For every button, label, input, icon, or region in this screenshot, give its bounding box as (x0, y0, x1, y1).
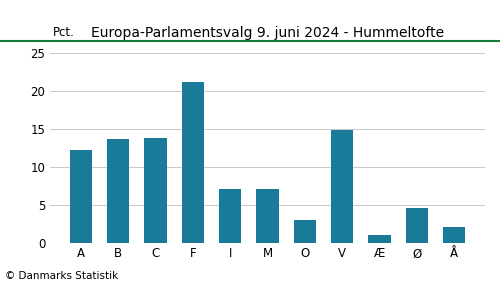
Bar (107, 138, 130, 243)
Bar (256, 189, 278, 243)
Bar (182, 81, 204, 243)
Bar (219, 189, 242, 243)
Bar (144, 138, 167, 243)
Bar (406, 208, 428, 243)
Bar (294, 220, 316, 243)
Bar (443, 227, 465, 243)
Title: Europa-Parlamentsvalg 9. juni 2024 - Hummeltofte: Europa-Parlamentsvalg 9. juni 2024 - Hum… (91, 26, 444, 40)
Bar (70, 150, 92, 243)
Bar (331, 130, 353, 243)
Text: Pct.: Pct. (53, 26, 75, 39)
Text: © Danmarks Statistik: © Danmarks Statistik (5, 271, 118, 281)
Bar (368, 235, 390, 243)
